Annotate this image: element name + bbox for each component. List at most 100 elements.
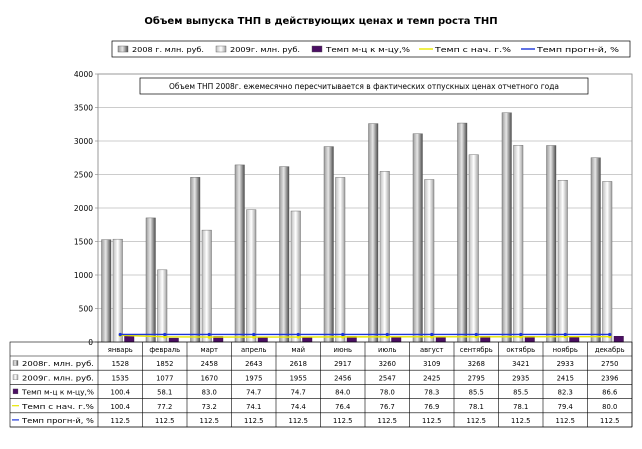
table-cell: 1852 — [156, 360, 173, 368]
y-tick-label: 0 — [88, 338, 93, 347]
table-cell: 112.5 — [556, 417, 575, 425]
bar-2 — [602, 181, 613, 343]
table-cell: 2547 — [379, 374, 396, 382]
table-cell: 112.5 — [467, 417, 486, 425]
line-point-2 — [563, 332, 567, 337]
bar-2 — [513, 145, 524, 343]
line-point-1 — [252, 335, 256, 339]
table-cell: 1670 — [201, 374, 218, 382]
y-tick-label: 2000 — [74, 204, 93, 213]
table-cell: 3421 — [512, 360, 529, 368]
bar-2 — [424, 179, 435, 343]
table-cell: 2933 — [557, 360, 574, 368]
table-cell: 112.5 — [511, 417, 530, 425]
table-cell: 78.3 — [424, 389, 439, 397]
x-category-label: май — [291, 346, 305, 354]
table-cell: 2425 — [423, 374, 440, 382]
x-category-label: ноябрь — [553, 346, 578, 354]
x-category-label: февраль — [149, 346, 180, 354]
table-cell: 85.5 — [469, 389, 484, 397]
legend-label-1: 2008 г. млн. руб. — [132, 45, 204, 54]
bar-3 — [302, 336, 313, 343]
bar-1 — [501, 112, 512, 343]
table-cell: 112.5 — [155, 417, 174, 425]
bar-2 — [468, 154, 479, 343]
x-category-label: декабрь — [595, 346, 625, 354]
table-cell: 85.5 — [513, 389, 528, 397]
x-category-label: июнь — [333, 346, 352, 354]
line-point-2 — [207, 332, 211, 337]
table-cell: 73.2 — [202, 403, 217, 411]
data-table: январь февраль март апрель май июнь июль август… — [9, 341, 633, 428]
table-row-label: Темп с нач. г.% — [21, 403, 94, 411]
annotation-text: Объем ТНП 2008г. ежемесячно пересчитывае… — [169, 82, 559, 91]
table-cell: 78.0 — [380, 389, 395, 397]
table-cell: 76.4 — [335, 403, 350, 411]
table-cell: 76.7 — [380, 403, 395, 411]
legend: 2008 г. млн. руб. 2009г. млн. руб. Темп м-… — [111, 40, 631, 58]
line-point-2 — [519, 332, 523, 337]
line-point-1 — [296, 335, 300, 339]
y-tick-label: 3000 — [74, 137, 93, 146]
plot-area: 4000 3500 3000 2500 2000 1500 1000 500 0 Объем ТН… — [74, 70, 633, 347]
line-point-2 — [341, 332, 345, 337]
legend-box — [111, 40, 631, 58]
x-category-label: март — [200, 346, 218, 354]
line-point-1 — [385, 335, 389, 339]
x-category-label: август — [420, 346, 444, 354]
x-category-label: октябрь — [506, 346, 535, 354]
bar-1 — [279, 166, 290, 343]
table-cell: 3260 — [379, 360, 396, 368]
table-row-label: 2008г. млн. руб. — [22, 360, 94, 368]
table-cell: 2456 — [334, 374, 351, 382]
line-point-1 — [207, 335, 211, 339]
bar-2 — [335, 177, 346, 343]
bar-1 — [190, 177, 201, 343]
line-point-2 — [608, 332, 612, 337]
annotation: Объем ТНП 2008г. ежемесячно пересчитывае… — [139, 77, 589, 95]
legend-swatch-3 — [311, 45, 323, 53]
table-cell: 2917 — [334, 360, 351, 368]
line-point-2 — [385, 332, 389, 337]
y-tick-label: 1000 — [74, 271, 93, 280]
bar-3 — [168, 337, 179, 343]
y-tick-label: 1500 — [74, 238, 93, 247]
line-point-2 — [118, 332, 122, 337]
table-cell: 1077 — [156, 374, 173, 382]
bar-2 — [112, 238, 123, 343]
table-row-label: Темп м-ц к м-цу,% — [21, 389, 94, 397]
table-cell: 2750 — [601, 360, 618, 368]
table-key — [12, 374, 19, 380]
line-point-1 — [163, 335, 167, 339]
bar-2 — [157, 269, 168, 343]
bar-1 — [546, 145, 557, 343]
y-tick-label: 2500 — [74, 171, 93, 180]
table-row-label: Темп прогн-й, % — [21, 417, 94, 425]
line-point-2 — [430, 332, 434, 337]
bar-2 — [557, 179, 568, 343]
table-cell: 2795 — [468, 374, 485, 382]
table-cell: 2415 — [557, 374, 574, 382]
table-cell: 112.5 — [289, 417, 308, 425]
bar-1 — [323, 146, 334, 343]
bar-2 — [290, 210, 301, 343]
table-cell: 112.5 — [422, 417, 441, 425]
table-cell: 1975 — [245, 374, 262, 382]
x-category-label: январь — [108, 346, 133, 354]
x-category-label: сентябрь — [460, 346, 493, 354]
table-cell: 74.1 — [246, 403, 261, 411]
table-cell: 77.2 — [157, 403, 172, 411]
line-point-2 — [252, 332, 256, 337]
line-point-1 — [430, 335, 434, 339]
bar-2 — [379, 171, 390, 343]
bar-3 — [435, 336, 446, 343]
line-point-2 — [474, 332, 478, 337]
bar-2 — [246, 209, 257, 343]
table-cell: 74.4 — [291, 403, 306, 411]
legend-swatch-2 — [215, 45, 227, 53]
legend-label-3: Темп м-ц к м-цу,% — [325, 45, 410, 54]
table-cell: 1528 — [112, 360, 129, 368]
x-category-label: апрель — [241, 346, 266, 354]
